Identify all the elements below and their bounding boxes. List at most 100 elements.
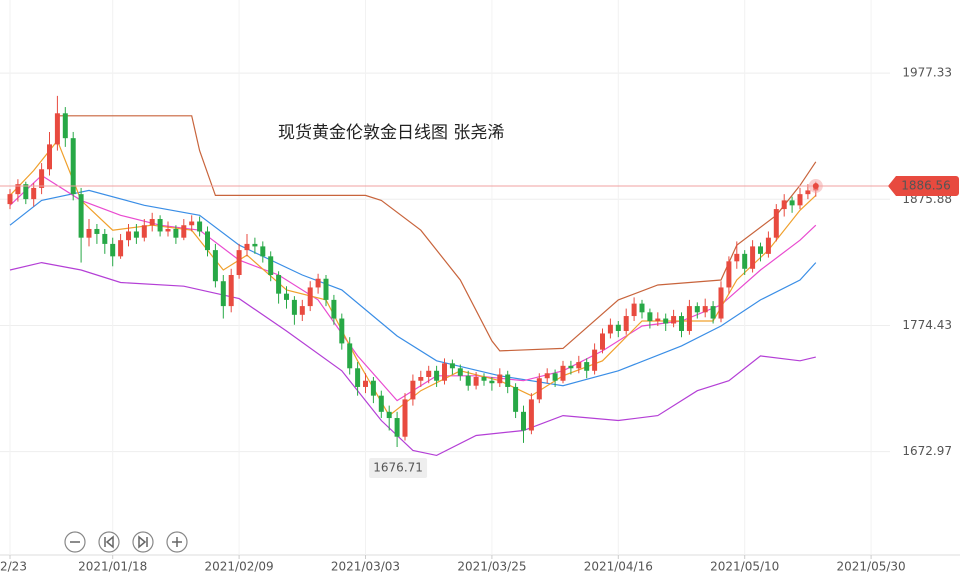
candle-body xyxy=(15,184,21,195)
candle-body xyxy=(228,275,234,307)
candle-body xyxy=(710,306,716,319)
candle-body xyxy=(434,370,440,381)
zoom-in-button[interactable] xyxy=(166,531,188,553)
candle-body xyxy=(679,316,684,331)
candle-body xyxy=(110,243,116,257)
candle-body xyxy=(536,378,542,400)
candle-body xyxy=(473,377,479,386)
candle-body xyxy=(276,275,282,294)
candle-body xyxy=(268,256,274,275)
candle-body xyxy=(378,395,384,412)
candle-body xyxy=(607,324,613,334)
candle-body xyxy=(457,368,463,376)
candle-body xyxy=(141,225,147,238)
candle-body xyxy=(236,250,242,275)
candle-body xyxy=(639,303,645,313)
candle-body xyxy=(157,219,163,232)
candle-body xyxy=(600,333,605,350)
last-price-tag xyxy=(888,175,959,196)
candle-body xyxy=(528,399,534,431)
candle-body xyxy=(355,368,361,387)
overlay-layer: 1886.56 1676.71 xyxy=(0,175,959,478)
candle-body xyxy=(465,375,471,386)
candle-body xyxy=(584,362,590,371)
candle-body xyxy=(47,144,52,170)
candle-body xyxy=(78,194,84,238)
candle-body xyxy=(363,380,368,387)
candle-body xyxy=(212,250,218,282)
candle-body xyxy=(544,373,550,379)
candle-body xyxy=(220,281,226,307)
chart-title: 现货黄金伦敦金日线图 张尧浠 xyxy=(278,123,504,143)
zoom-out-button[interactable] xyxy=(64,531,86,553)
candle-body xyxy=(173,228,179,238)
candle-body xyxy=(331,299,337,319)
candle-body xyxy=(449,363,455,369)
candle-body xyxy=(426,370,432,377)
candle-body xyxy=(339,318,345,344)
low-annotation-box xyxy=(369,458,428,478)
x-tick-label: 2021/01/18 xyxy=(78,560,147,574)
candle-body xyxy=(347,343,353,369)
candle-body xyxy=(489,380,495,384)
candle-body xyxy=(655,318,661,322)
candle-body xyxy=(750,246,756,269)
candle-body xyxy=(726,261,732,288)
y-tick-label: 1672.97 xyxy=(902,444,952,458)
candle-body xyxy=(7,194,13,205)
candle-body xyxy=(291,299,297,315)
candle-body xyxy=(647,312,653,322)
candle-body xyxy=(284,293,289,300)
candle-body xyxy=(307,287,313,307)
candle-body xyxy=(631,303,637,317)
candle-body xyxy=(797,194,803,206)
candle-layer xyxy=(7,95,819,448)
candle-body xyxy=(805,190,811,195)
candle-body xyxy=(765,237,771,254)
candle-body xyxy=(568,365,574,369)
candle-body xyxy=(102,233,108,244)
candle-body xyxy=(260,246,266,257)
candle-body xyxy=(315,278,321,288)
candle-body xyxy=(39,169,45,188)
candle-body xyxy=(442,363,447,381)
candle-body xyxy=(623,316,629,331)
candle-body xyxy=(418,377,424,381)
candle-body xyxy=(694,306,700,313)
candle-body xyxy=(197,221,203,232)
candle-body xyxy=(149,219,155,226)
x-tick-label: 2021/03/03 xyxy=(331,560,400,574)
candle-body xyxy=(521,411,526,431)
candle-body xyxy=(758,246,763,254)
candle-body xyxy=(702,306,708,313)
last-price-label: 1886.56 xyxy=(901,178,951,192)
candle-body xyxy=(742,253,748,269)
candle-body xyxy=(734,253,740,262)
candle-body xyxy=(394,418,400,437)
candle-body xyxy=(560,365,566,381)
scroll-start-button[interactable] xyxy=(98,531,120,553)
x-tick-label: 2021/04/16 xyxy=(584,560,653,574)
candle-body xyxy=(31,187,37,200)
indicator-line xyxy=(9,139,817,417)
candle-body xyxy=(615,324,621,331)
x-tick-label: 2021/03/25 xyxy=(457,560,526,574)
candle-body xyxy=(663,318,669,324)
candle-body xyxy=(552,373,558,381)
candle-body xyxy=(505,374,511,387)
candle-body xyxy=(686,306,692,331)
candle-body xyxy=(481,377,487,381)
candle-body xyxy=(252,243,258,247)
x-tick-label: 2/23 xyxy=(0,560,27,574)
scroll-end-button[interactable] xyxy=(132,531,154,553)
candle-body xyxy=(62,113,68,139)
candle-body xyxy=(592,349,598,371)
candle-body xyxy=(410,380,416,400)
candle-body xyxy=(789,200,795,206)
y-tick-label: 1774.43 xyxy=(902,318,952,332)
indicator-line xyxy=(57,115,817,352)
candle-body xyxy=(781,200,787,210)
candle-body xyxy=(402,399,408,437)
candle-body xyxy=(118,240,124,257)
